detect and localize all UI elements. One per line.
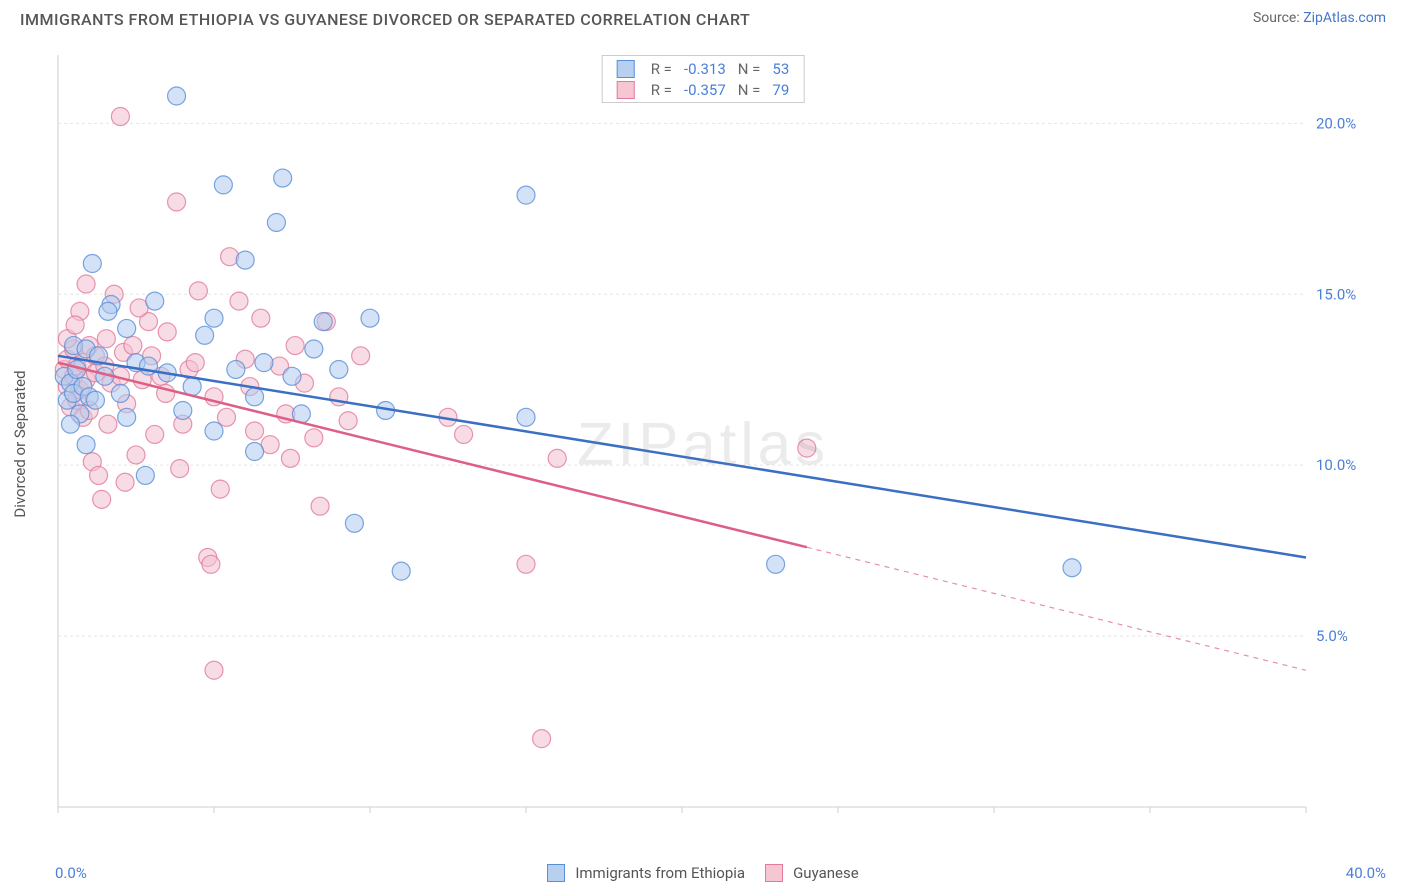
stats-legend: R =-0.313N =53 R =-0.357N =79 (602, 55, 805, 103)
svg-text:20.0%: 20.0% (1316, 114, 1356, 132)
legend-swatch (617, 60, 635, 78)
r-value: -0.313 (678, 58, 732, 79)
r-label: R = (645, 58, 678, 79)
legend-swatch (765, 864, 783, 882)
x-axis-max: 40.0% (1346, 864, 1386, 882)
source-attr: Source: ZipAtlas.com (1253, 10, 1386, 26)
svg-text:5.0%: 5.0% (1316, 627, 1348, 645)
source-prefix: Source: (1253, 10, 1303, 26)
legend-item: Guyanese (765, 864, 859, 882)
n-label: N = (732, 58, 767, 79)
source-link[interactable]: ZipAtlas.com (1303, 10, 1386, 26)
x-axis-min: 0.0% (55, 864, 87, 882)
n-value: 79 (766, 79, 795, 100)
chart-title: IMMIGRANTS FROM ETHIOPIA VS GUYANESE DIV… (20, 10, 750, 29)
series-legend: Immigrants from Ethiopia Guyanese (547, 864, 858, 882)
legend-swatch (547, 864, 565, 882)
n-label: N = (732, 79, 767, 100)
svg-text:10.0%: 10.0% (1316, 456, 1356, 474)
legend-swatch (617, 81, 635, 99)
scatter-chart: 5.0% 10.0% 15.0% 20.0% (20, 50, 1386, 837)
legend-label: Guyanese (793, 864, 859, 882)
r-label: R = (645, 79, 678, 100)
legend-label: Immigrants from Ethiopia (575, 864, 745, 882)
legend-item: Immigrants from Ethiopia (547, 864, 745, 882)
svg-text:15.0%: 15.0% (1316, 285, 1356, 303)
y-axis-label: Divorced or Separated (11, 370, 29, 517)
n-value: 53 (766, 58, 795, 79)
r-value: -0.357 (678, 79, 732, 100)
